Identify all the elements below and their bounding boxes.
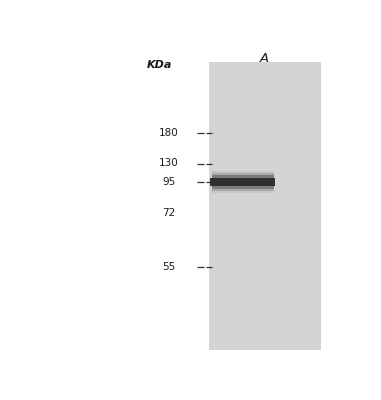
Text: KDa: KDa bbox=[147, 60, 173, 70]
Bar bbox=[208, 62, 321, 350]
Bar bbox=[211, 173, 274, 191]
Text: 95: 95 bbox=[162, 177, 175, 187]
Bar bbox=[211, 175, 274, 189]
Bar bbox=[210, 178, 275, 186]
Text: A: A bbox=[260, 52, 269, 65]
Text: 130: 130 bbox=[159, 158, 179, 168]
Text: 55: 55 bbox=[162, 262, 175, 272]
Bar bbox=[211, 171, 274, 193]
Text: 72: 72 bbox=[162, 208, 175, 218]
Text: 180: 180 bbox=[159, 128, 179, 138]
